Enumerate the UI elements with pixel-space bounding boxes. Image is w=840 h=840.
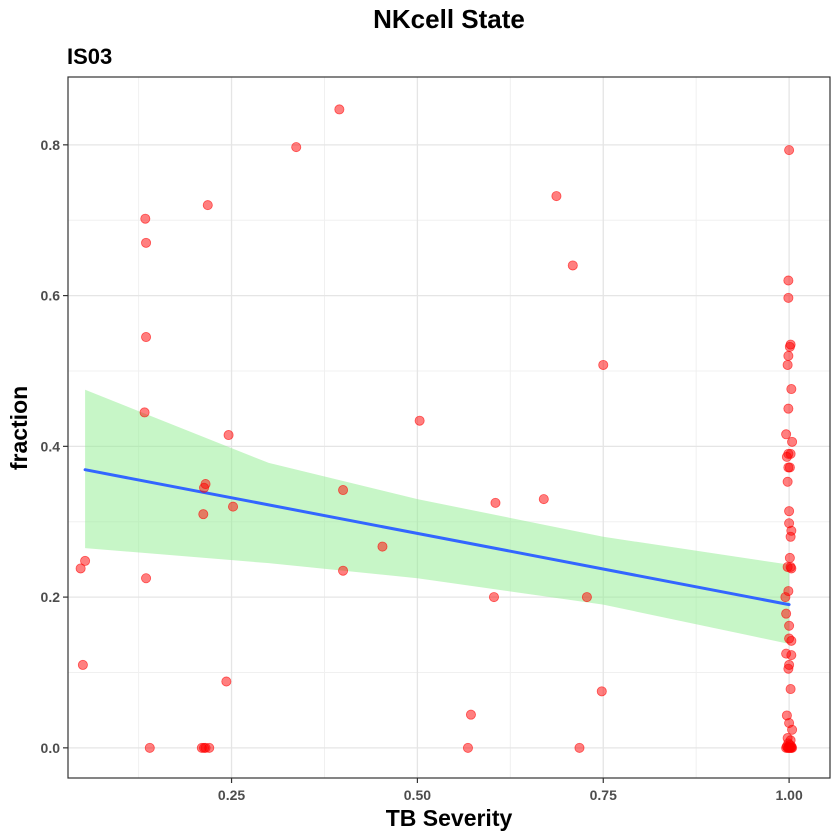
x-tick-label: 0.75 — [590, 787, 617, 803]
data-point — [783, 403, 794, 414]
x-axis-ticks: 0.25 0.50 0.75 1.00 — [218, 778, 803, 803]
data-point — [377, 541, 388, 552]
data-point — [204, 742, 215, 753]
data-point — [338, 565, 349, 576]
data-point — [784, 145, 795, 156]
data-point — [783, 275, 794, 286]
data-point — [488, 592, 499, 603]
y-tick-label: 0.6 — [41, 288, 61, 304]
x-tick-label: 0.25 — [218, 787, 245, 803]
data-point — [784, 552, 795, 563]
data-point — [228, 501, 239, 512]
data-point — [783, 292, 794, 303]
y-tick-label: 0.2 — [41, 589, 61, 605]
points-layer — [75, 104, 798, 753]
data-point — [781, 451, 792, 462]
data-point — [784, 341, 795, 352]
confidence-band — [85, 389, 790, 644]
y-tick-label: 0.0 — [41, 740, 61, 756]
data-point — [785, 531, 796, 542]
data-point — [787, 724, 798, 735]
data-point — [75, 563, 86, 574]
data-point — [784, 620, 795, 631]
data-point — [200, 479, 211, 490]
data-point — [786, 384, 797, 395]
data-point — [141, 573, 152, 584]
data-point — [551, 191, 562, 202]
chart-subtitle: IS03 — [67, 44, 112, 69]
data-point — [198, 509, 209, 520]
data-point — [786, 563, 797, 574]
data-point — [80, 555, 91, 566]
data-point — [581, 592, 592, 603]
data-point — [140, 213, 151, 224]
data-point — [786, 635, 797, 646]
confidence-band-layer — [85, 389, 790, 644]
y-tick-label: 0.8 — [41, 137, 61, 153]
data-point — [781, 608, 792, 619]
data-point — [141, 332, 152, 343]
grid-major — [68, 77, 830, 778]
data-point — [598, 359, 609, 370]
data-point — [202, 200, 213, 211]
data-point — [77, 659, 88, 670]
y-axis-ticks: 0.0 0.2 0.4 0.6 0.8 — [41, 137, 68, 756]
data-point — [596, 686, 607, 697]
data-point — [574, 742, 585, 753]
data-point — [784, 462, 795, 473]
data-point — [490, 497, 501, 508]
panel-border — [67, 76, 831, 779]
chart-title: NKcell State — [373, 4, 525, 34]
x-tick-label: 0.50 — [404, 787, 431, 803]
data-point — [786, 650, 797, 661]
data-point — [784, 506, 795, 517]
data-point — [567, 260, 578, 271]
data-point — [414, 415, 425, 426]
data-point — [786, 742, 797, 753]
data-point — [783, 663, 794, 674]
data-point — [223, 430, 234, 441]
y-tick-label: 0.4 — [41, 438, 61, 454]
data-point — [785, 684, 796, 695]
y-axis-title: fraction — [6, 386, 32, 470]
data-point — [782, 359, 793, 370]
data-point — [338, 485, 349, 496]
data-point — [291, 142, 302, 153]
data-point — [538, 494, 549, 505]
data-point — [782, 476, 793, 487]
data-point — [465, 709, 476, 720]
data-point — [780, 592, 791, 603]
data-point — [462, 742, 473, 753]
data-point — [221, 676, 232, 687]
data-point — [141, 237, 152, 248]
x-axis-title: TB Severity — [386, 805, 513, 831]
data-point — [144, 742, 155, 753]
data-point — [139, 407, 150, 418]
data-point — [783, 350, 794, 361]
data-point — [787, 436, 798, 447]
data-point — [781, 429, 792, 440]
data-point — [334, 104, 345, 115]
x-tick-label: 1.00 — [775, 787, 802, 803]
